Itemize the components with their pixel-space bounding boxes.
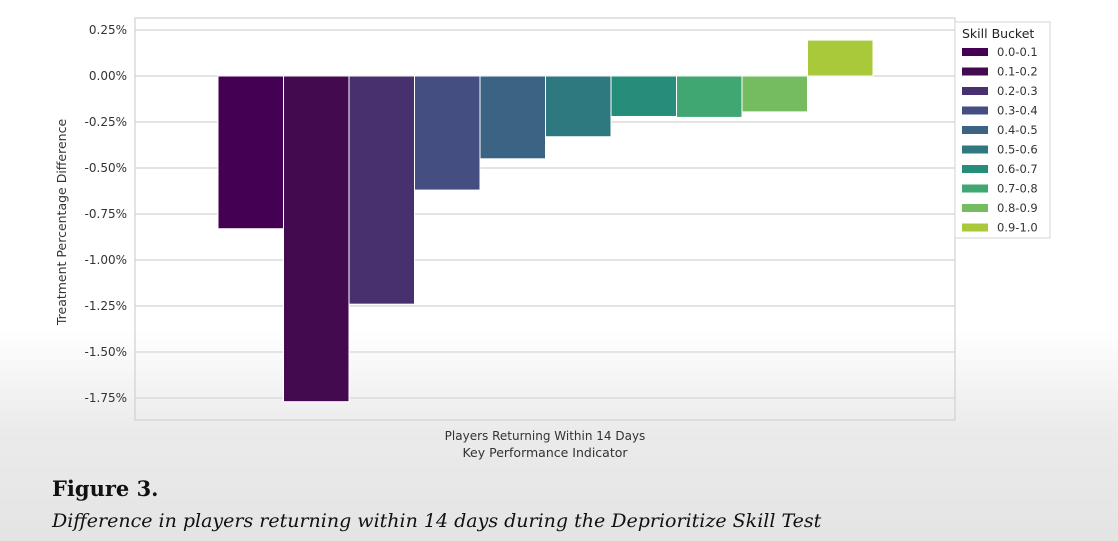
bar-0.0-0.1 xyxy=(217,75,284,230)
figure-caption: Difference in players returning within 1… xyxy=(52,510,822,532)
legend-label: 0.2-0.3 xyxy=(997,84,1038,98)
y-tick-label: -1.00% xyxy=(85,253,127,267)
bar-0.5-0.6 xyxy=(545,75,612,138)
bar-0.2-0.3 xyxy=(348,75,415,305)
bar-0.6-0.7 xyxy=(610,75,677,117)
legend: Skill Bucket 0.0-0.1 0.1-0.2 0.2-0.3 0.3-0.4… xyxy=(954,21,1051,239)
figure-label: Figure 3. xyxy=(52,476,159,501)
y-tick-label: 0.00% xyxy=(89,69,127,83)
bar-0.1-0.2 xyxy=(283,75,350,403)
legend-label: 0.4-0.5 xyxy=(997,123,1038,137)
legend-label: 0.7-0.8 xyxy=(997,182,1038,196)
y-tick-label: -1.50% xyxy=(85,345,127,359)
legend-label: 0.0-0.1 xyxy=(997,45,1038,59)
bar-0.7-0.8 xyxy=(676,75,743,118)
legend-swatch xyxy=(962,87,988,95)
y-tick-label: -0.50% xyxy=(85,161,127,175)
bars xyxy=(217,39,874,403)
legend-swatch xyxy=(962,67,988,76)
legend-label: 0.5-0.6 xyxy=(997,143,1038,157)
bar-0.3-0.4 xyxy=(414,75,481,191)
y-tick-label: -0.75% xyxy=(85,207,127,221)
y-tick-label: -0.25% xyxy=(85,115,127,129)
x-tick-label: Players Returning Within 14 Days xyxy=(445,429,646,443)
legend-label: 0.9-1.0 xyxy=(997,221,1038,235)
bar-0.4-0.5 xyxy=(479,75,546,160)
legend-swatch xyxy=(962,204,988,212)
y-tick-label: 0.25% xyxy=(89,23,127,37)
legend-label: 0.3-0.4 xyxy=(997,104,1038,118)
legend-swatch xyxy=(962,48,988,56)
legend-title: Skill Bucket xyxy=(962,26,1034,41)
y-axis-label: Treatment Percentage Difference xyxy=(54,119,69,327)
legend-label: 0.8-0.9 xyxy=(997,201,1038,215)
y-tick-labels: 0.25% 0.00% -0.25% -0.50% -0.75% -1.00% -1.25%… xyxy=(85,23,127,405)
x-axis-label: Key Performance Indicator xyxy=(462,445,628,460)
legend-swatch xyxy=(962,106,988,115)
legend-swatch xyxy=(962,145,988,154)
bar-0.9-1.0 xyxy=(807,39,874,77)
y-tick-label: -1.25% xyxy=(85,299,127,313)
legend-swatch xyxy=(962,165,988,173)
bar-0.8-0.9 xyxy=(741,75,808,113)
legend-swatch xyxy=(962,126,988,134)
legend-swatch xyxy=(962,223,988,232)
legend-swatch xyxy=(962,184,988,193)
legend-label: 0.6-0.7 xyxy=(997,162,1038,176)
bar-chart: 0.25% 0.00% -0.25% -0.50% -0.75% -1.00% -1.25%… xyxy=(54,17,1051,460)
legend-label: 0.1-0.2 xyxy=(997,65,1038,79)
y-tick-label: -1.75% xyxy=(85,391,127,405)
